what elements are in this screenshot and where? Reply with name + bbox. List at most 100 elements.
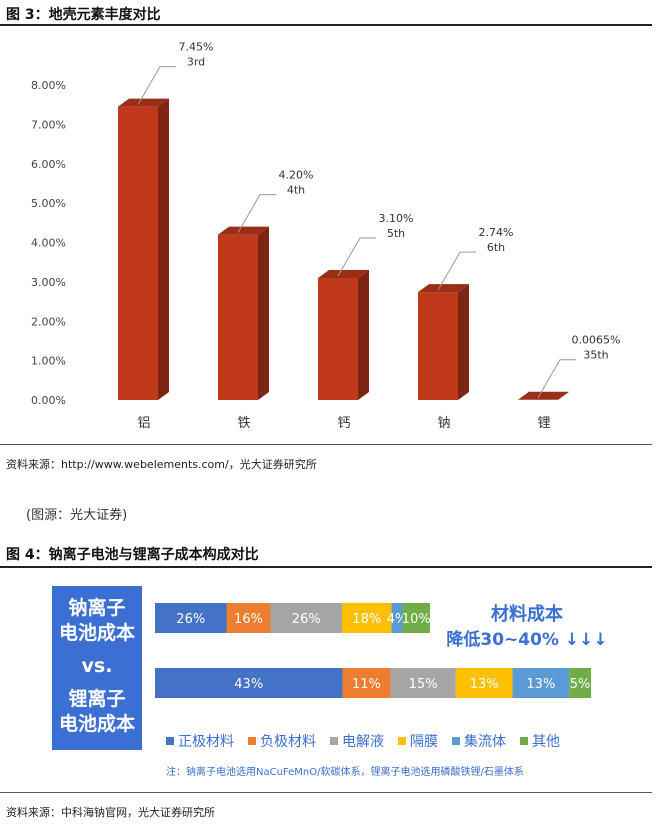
value-label: 3.10% [379, 212, 414, 225]
y-tick-label: 3.00% [31, 276, 66, 289]
leader-line [137, 66, 176, 105]
figure3-bottom-rule [0, 444, 652, 445]
rank-label: 35th [583, 349, 608, 362]
rank-label: 6th [487, 241, 505, 254]
figure3-caption: (图源：光大证券) [26, 508, 128, 523]
category-label: 铝 [137, 416, 150, 431]
stacked-bars: 26% 16% 26% 18% 4%10% 43% 11% 15% 13% 13% 5% [155, 603, 591, 698]
legend-label: 负极材料 [260, 734, 316, 750]
bar-top [218, 226, 269, 235]
bar [118, 106, 158, 400]
stack-segment [455, 668, 513, 698]
segment-label: 13% [470, 677, 499, 692]
segment-label: 18% [352, 612, 381, 627]
bar-side [258, 226, 269, 400]
figure3-title: 图 3：地壳元素丰度对比 [6, 7, 161, 23]
category-label: 锂 [537, 416, 550, 431]
stack-segment [270, 603, 342, 633]
segment-label: 10% [402, 612, 431, 627]
bar-side [458, 284, 469, 400]
bar-side [558, 391, 569, 400]
y-tick-label: 5.00% [31, 197, 66, 210]
box-vs: vs. [82, 655, 113, 677]
legend-swatch [452, 737, 460, 745]
leader-line [237, 194, 276, 233]
headline-line1: 材料成本 [491, 603, 563, 625]
legend-label: 其他 [532, 734, 560, 750]
leader-line [437, 251, 476, 291]
stack-segment [402, 603, 430, 633]
figure4-source: 资料来源：中科海钠官网，光大证券研究所 [6, 806, 215, 819]
segment-label: 11% [352, 677, 381, 692]
bar-top [118, 98, 169, 107]
category-label: 钠 [437, 416, 450, 431]
abundance-bars: 7.45% 3rd 4.20% 4th 3.10% 5th 2.74% 6th 0.0065% 3… [118, 41, 620, 400]
segment-label: 26% [176, 612, 205, 627]
stack-segment [391, 603, 403, 633]
legend-label: 正极材料 [178, 734, 234, 750]
stack-segment [569, 668, 591, 698]
stack-segment [342, 603, 392, 633]
y-tick-label: 2.00% [31, 315, 66, 328]
bar-top [518, 391, 569, 400]
y-tick-label: 1.00% [31, 355, 66, 368]
rank-label: 4th [287, 184, 305, 197]
y-axis-ticks: 0.00% 1.00% 2.00% 3.00% 4.00% 5.00% 6.00% 7.00%… [31, 79, 66, 407]
value-label: 2.74% [479, 226, 514, 239]
leader-line [337, 237, 376, 277]
legend-swatch [398, 737, 406, 745]
segment-label: 5% [570, 677, 591, 692]
figure4-title: 图 4：钠离子电池与锂离子成本构成对比 [6, 547, 259, 563]
y-tick-label: 6.00% [31, 158, 66, 171]
rank-label: 5th [387, 227, 405, 240]
figure3-source: 资料来源：http://www.webelements.com/，光大证券研究所 [6, 458, 317, 471]
legend-label: 集流体 [464, 733, 506, 750]
cost-composition-chart: 钠离子 电池成本 vs. 锂离子 电池成本 26% 16% 26% 18% 4%10% 4… [52, 586, 608, 778]
category-label: 铁 [237, 416, 250, 431]
battery-cost-box [52, 586, 142, 750]
box-line3: 锂离子 [68, 687, 125, 710]
segment-label: 15% [409, 677, 438, 692]
stack-segment [342, 668, 391, 698]
rank-label: 3rd [187, 56, 205, 69]
stack-segment [155, 603, 227, 633]
headline-line2: 降低30~40% ↓↓↓ [446, 629, 607, 650]
y-tick-label: 4.00% [31, 237, 66, 250]
stack-segment [390, 668, 456, 698]
legend-swatch [248, 737, 256, 745]
stack-segment [512, 668, 570, 698]
x-axis-categories: 铝铁钙钠锂 [137, 416, 550, 431]
category-label: 钙 [337, 416, 350, 431]
box-line4: 电池成本 [59, 712, 135, 735]
stack-segment [226, 603, 271, 633]
segment-label: 26% [292, 612, 321, 627]
abundance-chart: 0.00% 1.00% 2.00% 3.00% 4.00% 5.00% 6.00% 7.00%… [31, 41, 620, 431]
bar-top [318, 269, 369, 278]
figure4-bottom-rule [0, 792, 652, 793]
y-tick-label: 7.00% [31, 118, 66, 131]
figure4-note: 注：钠离子电池选用NaCuFeMnO/软碳体系，锂离子电池选用磷酸铁锂/石墨体系 [166, 765, 524, 778]
bar-side [158, 98, 169, 400]
bar [318, 277, 358, 400]
leader-line [537, 359, 576, 398]
figure3-top-rule [0, 24, 652, 26]
legend-label: 电解液 [342, 734, 384, 750]
bar [218, 234, 258, 400]
legend-swatch [166, 737, 174, 745]
stack-segment [155, 668, 343, 698]
value-label: 0.0065% [572, 334, 621, 347]
value-label: 4.20% [279, 169, 314, 182]
segment-label: 4% [387, 612, 408, 627]
y-tick-label: 0.00% [31, 394, 66, 407]
legend: 正极材料 负极材料 电解液 隔膜 集流体 其他 [166, 733, 560, 750]
value-label: 7.45% [179, 41, 214, 54]
legend-swatch [520, 737, 528, 745]
segment-label: 16% [234, 612, 263, 627]
bar [418, 292, 458, 400]
y-tick-label: 8.00% [31, 79, 66, 92]
bar-top [418, 284, 469, 293]
segment-label: 43% [234, 677, 263, 692]
figure4-top-rule [0, 566, 652, 568]
legend-label: 隔膜 [410, 734, 438, 750]
bar-side [358, 269, 369, 400]
